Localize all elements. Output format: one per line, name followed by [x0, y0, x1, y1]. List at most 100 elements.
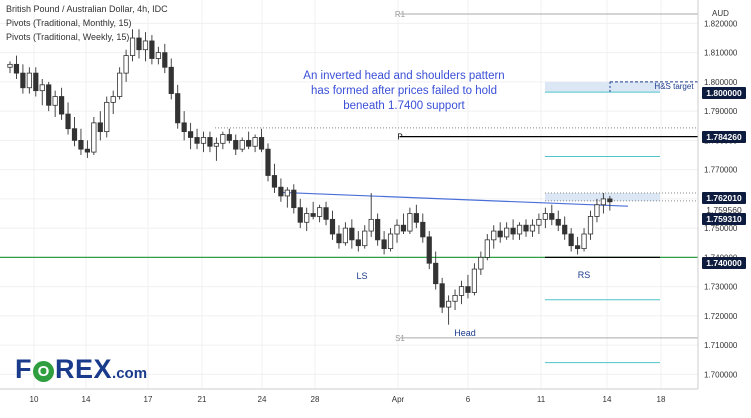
y-tick-label: 1.820000	[704, 19, 738, 28]
y-tick-label: 1.770000	[704, 166, 738, 175]
candle-body	[258, 137, 265, 150]
candle-body	[329, 218, 336, 235]
annotation-line-1: An inverted head and shoulders pattern	[303, 70, 504, 82]
candle-body	[523, 224, 529, 232]
candle-body	[226, 134, 232, 141]
candle-body	[207, 137, 213, 147]
logo-text-left: F	[15, 354, 32, 384]
candle-body	[291, 189, 297, 209]
r1-label: R1	[395, 10, 406, 19]
candle-body	[220, 134, 226, 144]
candle-body	[433, 262, 439, 285]
x-tick-label: 14	[603, 395, 612, 404]
candle-body	[71, 128, 78, 141]
logo-text-right: REX	[55, 354, 113, 384]
candle-body	[59, 96, 65, 115]
x-tick-label: 17	[144, 395, 153, 404]
candle-body	[478, 256, 484, 270]
axes: 1.7000001.7100001.7200001.7300001.740000…	[0, 0, 738, 404]
chart-title: British Pound / Australian Dollar, 4h, I…	[6, 4, 168, 14]
candle-body	[233, 139, 239, 150]
candle-body	[452, 295, 458, 302]
x-tick-label: 11	[537, 395, 546, 404]
candle-body	[600, 198, 607, 206]
candle-body	[129, 37, 136, 56]
indicator-label-monthly: Pivots (Traditional, Monthly, 15)	[6, 18, 132, 28]
candle-body	[413, 213, 419, 223]
candle-body	[497, 230, 503, 238]
candle-body	[349, 227, 355, 241]
candle-body	[504, 227, 510, 238]
candle-body	[594, 204, 600, 217]
candle-body	[510, 227, 516, 235]
candle-body	[297, 207, 303, 223]
x-tick-label: 10	[30, 395, 39, 404]
candle-body	[542, 213, 548, 220]
candle-body	[84, 148, 90, 153]
candle-body	[252, 137, 258, 147]
candle-body	[387, 233, 394, 250]
candle-body	[97, 122, 103, 133]
candle-body	[246, 139, 252, 147]
candle-body	[13, 63, 20, 74]
candle-body	[155, 52, 161, 59]
candle-body	[362, 230, 368, 247]
hs-target-label: H&S target	[654, 82, 694, 91]
candle-body	[162, 52, 168, 68]
candle-body	[336, 233, 342, 244]
price-tag-hs-target: 1.800000	[702, 87, 746, 99]
candle-body	[439, 283, 445, 308]
candle-body	[168, 66, 174, 94]
candle-body	[175, 93, 181, 124]
pivot-zones	[545, 81, 660, 364]
candle-body	[284, 189, 290, 197]
y-tick-label: 1.710000	[704, 341, 738, 350]
logo-o-icon: O	[33, 361, 54, 382]
y-tick-label: 1.800000	[704, 78, 738, 87]
y-tick-label: 1.700000	[704, 370, 738, 379]
candle-body	[278, 186, 284, 197]
currency-label: AUD	[712, 9, 729, 18]
candle-body	[562, 224, 568, 235]
y-tick-label: 1.810000	[704, 49, 738, 58]
candle-body	[194, 137, 200, 144]
chart-labels: An inverted head and shoulders pattern ha…	[303, 10, 694, 343]
x-tick-label: 6	[466, 395, 471, 404]
candle-body	[407, 213, 413, 232]
candle-body	[471, 268, 478, 293]
candle-body	[149, 40, 155, 59]
indicator-label-weekly: Pivots (Traditional, Weekly, 15)	[6, 32, 130, 42]
price-tag-monthly-pivot: 1.784260	[702, 131, 746, 143]
candle-body	[491, 230, 497, 241]
price-tag-support: 1.740000	[702, 257, 746, 269]
candle-body	[529, 224, 536, 232]
s1-label: S1	[395, 334, 405, 343]
candle-body	[46, 84, 52, 106]
annotation-line-3: beneath 1.7400 support	[343, 100, 465, 112]
candle-body	[271, 175, 278, 188]
candle-body	[39, 84, 45, 92]
x-tick-label: 21	[198, 395, 207, 404]
candle-body	[136, 37, 142, 51]
candle-body	[568, 233, 574, 247]
candle-body	[516, 224, 523, 235]
y-tick-label: 1.730000	[704, 283, 738, 292]
candles	[7, 29, 613, 325]
candle-body	[117, 72, 123, 97]
key-levels	[0, 13, 698, 339]
candle-body	[142, 40, 149, 51]
candle-body	[104, 101, 110, 133]
candle-body	[20, 72, 26, 89]
annotation-line-2: has formed after prices failed to hold	[311, 85, 497, 97]
x-tick-label: 18	[657, 395, 666, 404]
hs-target-zone	[545, 81, 660, 93]
candle-body	[65, 113, 71, 130]
candle-body	[33, 72, 39, 92]
candle-body	[394, 224, 400, 235]
x-tick-label: 24	[258, 395, 267, 404]
candle-body	[78, 139, 84, 150]
candle-body	[316, 207, 323, 217]
y-tick-label: 1.720000	[704, 312, 738, 321]
price-tag-resistance: 1.762010	[702, 192, 746, 204]
candle-body	[265, 148, 271, 176]
